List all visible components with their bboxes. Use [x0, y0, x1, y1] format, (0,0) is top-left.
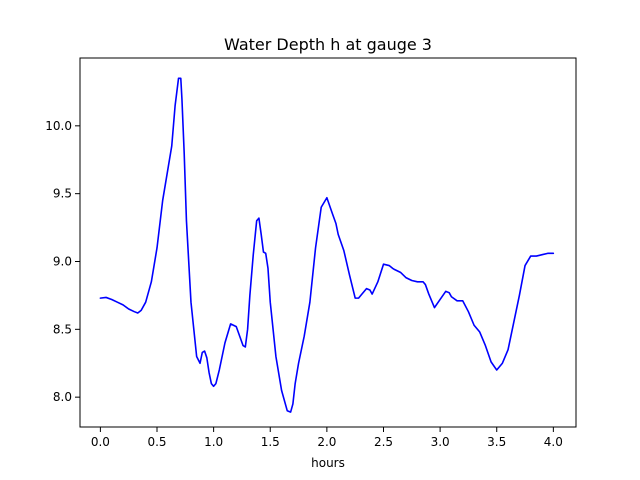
series-line: [99, 77, 555, 413]
y-tick-label: 9.0: [53, 254, 72, 268]
x-axis-label: hours: [311, 456, 345, 470]
x-tick-label: 2.5: [374, 435, 393, 449]
x-tick-label: 0.5: [147, 435, 166, 449]
y-tick-label: 9.5: [53, 187, 72, 201]
y-axis: 8.0 8.5 9.0 9.5 10.0: [45, 119, 80, 404]
x-tick-label: 4.0: [544, 435, 563, 449]
x-tick-label: 3.0: [431, 435, 450, 449]
x-tick-label: 1.0: [204, 435, 223, 449]
x-tick-label: 3.5: [487, 435, 506, 449]
plot-frame: [79, 57, 577, 428]
chart-title: Water Depth h at gauge 3: [224, 35, 432, 54]
x-axis: 0.0 0.5 1.0 1.5 2.0 2.5 3.0 3.5 4.0: [91, 427, 563, 449]
y-tick-label: 8.5: [53, 322, 72, 336]
x-tick-label: 1.5: [261, 435, 280, 449]
x-tick-label: 0.0: [91, 435, 110, 449]
plot-area: [79, 57, 577, 428]
x-tick-label: 2.0: [317, 435, 336, 449]
y-tick-label: 8.0: [53, 390, 72, 404]
y-tick-label: 10.0: [45, 119, 72, 133]
